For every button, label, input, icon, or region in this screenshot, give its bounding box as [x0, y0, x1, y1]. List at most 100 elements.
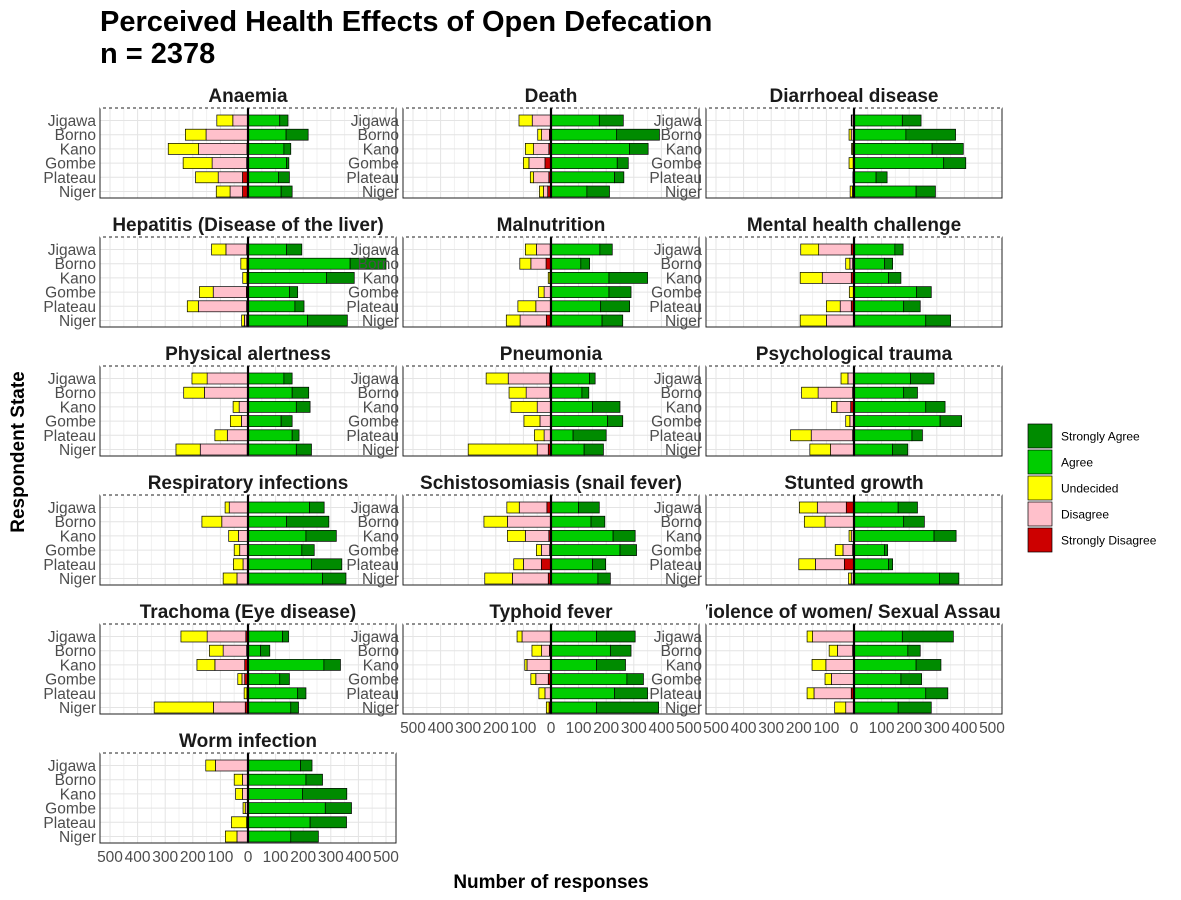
bar-jigawa-agree — [247, 243, 287, 256]
bar-jigawa-disagree — [816, 501, 847, 514]
y-tick-label-borno: Borno — [661, 385, 702, 402]
x-tick-label: 500 — [979, 720, 1005, 737]
y-tick-label-gombe: Gombe — [348, 156, 399, 173]
bar-jigawa-strongly-agree — [286, 243, 303, 256]
panel-bars — [790, 372, 962, 456]
bar-kano-agree — [853, 659, 917, 671]
x-axis-col-3: 500 400 300 200 100 0 100 200 300 400 500 — [703, 720, 1005, 737]
bar-kano-undecided — [235, 788, 243, 800]
bar-borno-disagree — [221, 515, 249, 528]
x-tick-label: 200 — [786, 720, 812, 737]
bar-jigawa-agree — [550, 630, 597, 643]
bar-jigawa-strongly-agree — [596, 630, 636, 643]
y-tick-label-borno: Borno — [358, 256, 399, 273]
panel-bars — [153, 630, 341, 714]
y-tick-label-borno: Borno — [358, 385, 399, 402]
x-tick-label: 200 — [290, 849, 316, 866]
bar-borno-agree — [550, 128, 618, 141]
bar-niger-strongly-agree — [583, 443, 604, 456]
x-tick-label: 100 — [510, 720, 536, 737]
bar-borno-undecided — [537, 128, 542, 141]
bar-kano-undecided — [799, 272, 823, 284]
bar-plateau-undecided — [806, 687, 815, 700]
bar-gombe-agree — [550, 286, 610, 298]
bar-borno-disagree — [817, 386, 853, 399]
bar-niger-strongly-agree — [897, 701, 932, 714]
bar-plateau-undecided — [826, 300, 841, 313]
bar-plateau-strongly-agree — [600, 300, 631, 313]
bar-borno-disagree — [204, 386, 249, 399]
bar-plateau-disagree — [217, 171, 243, 184]
bar-jigawa-undecided — [800, 243, 820, 256]
bar-gombe-strongly-agree — [324, 802, 352, 814]
bar-jigawa-agree — [247, 759, 301, 772]
bar-niger-disagree — [236, 830, 249, 843]
bar-plateau-agree — [853, 558, 889, 571]
bar-borno-undecided — [233, 773, 243, 786]
panel-bars — [516, 630, 659, 714]
bar-jigawa-agree — [550, 243, 601, 256]
bar-niger-undecided — [799, 314, 827, 327]
bar-plateau-strongly-agree — [614, 687, 648, 700]
panel-border — [402, 494, 700, 586]
y-tick-label-niger: Niger — [59, 442, 96, 459]
panel-physical-alertness: Physical alertnessJigawaBornoKanoGombePl… — [43, 344, 397, 459]
bar-niger-undecided — [505, 314, 521, 327]
x-tick-label: 0 — [244, 849, 253, 866]
bar-kano-undecided — [507, 530, 526, 542]
bar-borno-agree — [247, 386, 293, 399]
x-tick-label: 400 — [345, 849, 371, 866]
bar-jigawa-disagree — [507, 372, 550, 385]
bar-kano-disagree — [533, 143, 550, 155]
bar-kano-undecided — [547, 272, 551, 284]
bar-jigawa-agree — [247, 501, 310, 514]
y-tick-label-niger: Niger — [59, 829, 96, 846]
bar-gombe-agree — [247, 673, 281, 685]
bar-gombe-agree — [247, 544, 303, 556]
y-tick-label-plateau: Plateau — [43, 299, 96, 316]
bar-niger-undecided — [484, 572, 513, 585]
bar-kano-disagree — [198, 143, 248, 155]
bar-kano-disagree — [821, 272, 852, 284]
bar-plateau-undecided — [529, 171, 534, 184]
bar-jigawa-undecided — [516, 630, 523, 643]
bar-niger-undecided — [222, 572, 238, 585]
bar-borno-agree — [247, 128, 287, 141]
bar-kano-agree — [247, 272, 328, 284]
bar-plateau-disagree — [813, 687, 852, 700]
bar-gombe-agree — [247, 802, 326, 814]
bar-jigawa-undecided — [850, 114, 853, 127]
panel-border — [705, 107, 1003, 199]
panel-title: Anaemia — [208, 86, 288, 107]
panel-worm-infection: Worm infection JigawaBornoKanoGombePlatea… — [43, 731, 397, 846]
x-tick-label: 500 — [703, 720, 729, 737]
bar-niger-strongly-agree — [892, 443, 909, 456]
bar-niger-disagree — [512, 572, 549, 585]
bar-borno-undecided — [183, 386, 205, 399]
bar-plateau-strongly-agree — [875, 171, 888, 184]
bar-jigawa-agree — [853, 243, 896, 256]
bar-gombe-undecided — [848, 157, 854, 169]
bar-kano-undecided — [242, 272, 248, 284]
bar-gombe-agree — [853, 415, 941, 427]
bar-borno-strongly-agree — [286, 515, 330, 528]
panel-border — [99, 365, 397, 457]
bar-gombe-undecided — [182, 157, 213, 169]
bar-niger-strongly-agree — [280, 185, 293, 198]
y-tick-label-plateau: Plateau — [43, 428, 96, 445]
bar-kano-strongly-agree — [629, 143, 649, 155]
bar-jigawa-undecided — [224, 501, 230, 514]
y-tick-label-plateau: Plateau — [43, 557, 96, 574]
y-tick-label-plateau: Plateau — [43, 686, 96, 703]
bar-borno-agree — [247, 773, 307, 786]
panel-trachoma-eye-disease: Trachoma (Eye disease)JigawaBornoKanoGom… — [43, 602, 397, 717]
bar-plateau-strongly-disagree — [540, 558, 552, 571]
bar-kano-strongly-agree — [925, 401, 946, 413]
bar-jigawa-disagree — [521, 630, 552, 643]
y-tick-label-borno: Borno — [55, 772, 96, 789]
bar-plateau-strongly-agree — [278, 171, 290, 184]
bar-borno-strongly-agree — [903, 386, 918, 399]
bar-borno-agree — [247, 644, 261, 657]
panel-stunted-growth: Stunted growth JigawaBornoKanoGombePlatea… — [649, 473, 1003, 588]
bar-niger-undecided — [241, 314, 245, 327]
